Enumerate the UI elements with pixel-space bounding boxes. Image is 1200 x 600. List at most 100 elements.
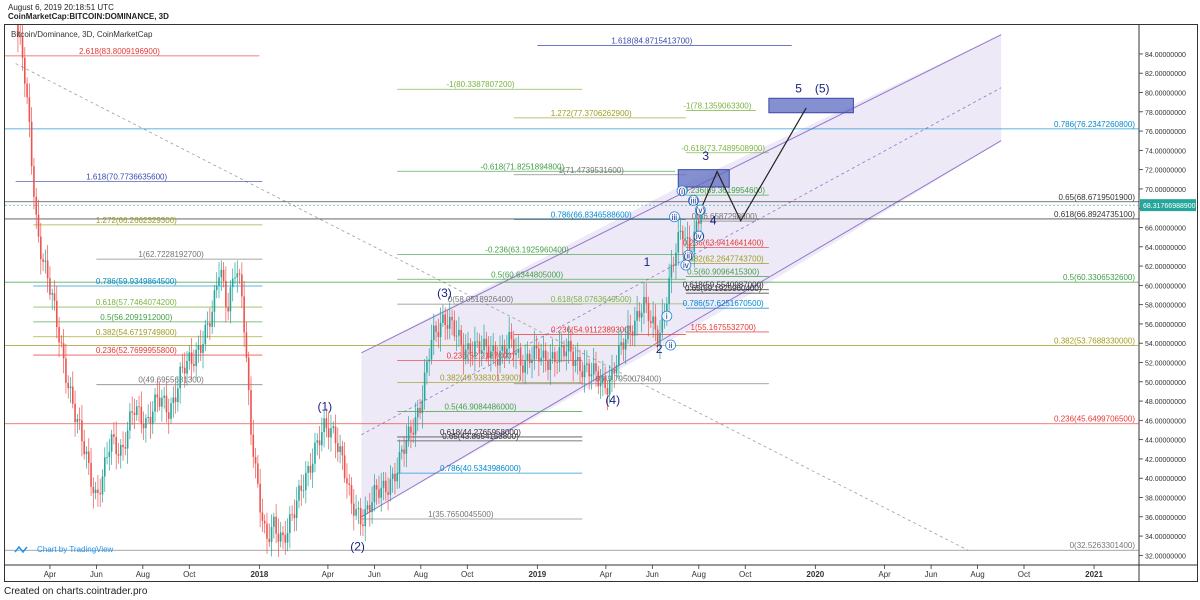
candle-body <box>389 479 392 495</box>
candle-body <box>567 340 570 352</box>
candle-body <box>467 343 469 350</box>
fib-level-label: -0.618(73.7489508900) <box>681 144 765 153</box>
candle-body <box>414 417 417 435</box>
candle-body <box>661 314 664 333</box>
candle-body <box>487 346 490 359</box>
wave-label: (5) <box>815 82 830 96</box>
candle-body <box>183 367 186 374</box>
candle-body <box>284 535 287 543</box>
time-tick-label: Aug <box>692 570 706 579</box>
candle-body <box>451 316 453 321</box>
candle-body <box>140 406 143 424</box>
candle-body <box>106 457 108 458</box>
candle-body <box>286 533 289 543</box>
candle-body <box>67 382 70 389</box>
candle-body <box>131 411 133 413</box>
candle-body <box>499 350 501 366</box>
candle-body <box>316 440 319 443</box>
fib-level-label: 0.382(62.2647743700) <box>683 255 764 264</box>
time-tick-label: Jun <box>646 570 659 579</box>
candle-body <box>476 341 478 343</box>
candle-body <box>289 514 291 534</box>
candle-body <box>103 457 106 477</box>
candle-body <box>643 296 645 313</box>
candle-body <box>391 473 394 480</box>
candle-body <box>218 277 220 286</box>
candle-body <box>604 375 606 389</box>
wave-label-ring <box>669 211 680 223</box>
candle-body <box>252 434 255 457</box>
candle-body <box>611 368 613 380</box>
wave-3-target-box <box>677 169 730 188</box>
price-tick-label: 42.00000000 <box>1145 457 1186 464</box>
candle-body <box>524 359 526 373</box>
candle-body <box>496 358 499 366</box>
fib-level-label: 0(66.6587298000) <box>692 212 758 221</box>
candle-body <box>458 329 460 336</box>
last-price-badge <box>1140 199 1196 212</box>
fib-level-label: 0.236(52.2187000) <box>447 351 515 360</box>
time-tick-label: Oct <box>739 570 752 579</box>
time-tick-label: 2020 <box>806 570 824 579</box>
fib-level-label: 0(58.0518926400) <box>448 295 514 304</box>
candle-body <box>234 277 236 279</box>
fib-level-label: -0.236(69.3619954600) <box>681 186 765 195</box>
candle-body <box>190 352 193 364</box>
fib-level-label: 0.236(45.6499706500) <box>1054 415 1135 424</box>
wave-label: (3) <box>437 286 452 300</box>
wave-label: (2) <box>350 540 365 554</box>
candle-body <box>172 397 175 404</box>
price-tick-label: 56.00000000 <box>1145 322 1186 329</box>
candle-body <box>247 357 250 391</box>
candle-body <box>492 345 494 352</box>
candle-body <box>215 285 218 291</box>
price-tick-label: 32.00000000 <box>1145 553 1186 560</box>
candle-body <box>485 338 488 347</box>
candle-body <box>353 503 355 516</box>
candle-body <box>341 446 344 456</box>
candle-body <box>250 390 252 435</box>
candle-body <box>615 365 618 374</box>
candle-body <box>279 532 282 542</box>
candle-body <box>348 483 351 485</box>
candle-body <box>570 340 572 352</box>
candle-body <box>378 489 380 498</box>
candle-body <box>556 362 558 363</box>
candle-body <box>462 344 465 360</box>
candle-body <box>204 324 207 345</box>
candle-body <box>455 335 458 337</box>
fib-level-label: 0.236(52.7699955800) <box>96 346 177 355</box>
candle-body <box>394 473 396 482</box>
candle-body <box>195 349 197 367</box>
time-tick-label: 2019 <box>528 570 546 579</box>
candle-body <box>693 231 696 253</box>
wave-label-ring <box>665 339 677 351</box>
price-chart[interactable]: 1.618(84.8715413700) 2.618(83.8009196900)… <box>0 21 1197 581</box>
candle-body <box>590 374 593 377</box>
candle-body <box>474 341 476 357</box>
candle-body <box>275 516 277 534</box>
candle-body <box>174 397 177 403</box>
candle-body <box>19 36 22 38</box>
candle-body <box>254 456 257 464</box>
candle-body <box>37 214 40 237</box>
candle-body <box>211 311 213 327</box>
candle-body <box>334 426 337 444</box>
time-tick-label: Oct <box>461 570 474 579</box>
candle-body <box>263 520 266 524</box>
time-tick-label: Jun <box>925 570 938 579</box>
price-tick-label: 34.00000000 <box>1145 534 1186 541</box>
candle-body <box>343 455 346 479</box>
candle-body <box>318 440 321 446</box>
candle-body <box>574 360 577 366</box>
candle-body <box>656 329 659 344</box>
candle-body <box>528 353 531 364</box>
candle-body <box>398 451 401 473</box>
tradingview-logo-icon <box>14 545 28 554</box>
time-tick-label: Aug <box>414 570 428 579</box>
price-tick-label: 72.00000000 <box>1145 168 1186 175</box>
fib-level-label: 0.618(59.5540987000) <box>683 281 764 290</box>
candle-body <box>535 345 538 349</box>
time-tick-label: 2018 <box>250 570 268 579</box>
candle-body <box>373 485 376 503</box>
